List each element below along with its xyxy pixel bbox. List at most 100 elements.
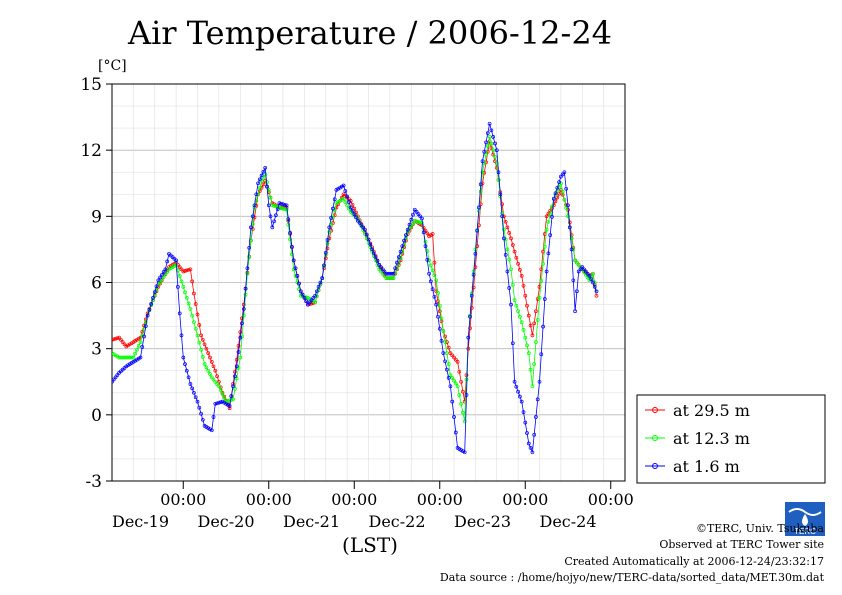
series-point (573, 258, 577, 263)
series-point (211, 415, 216, 419)
legend-label: at 1.6 m (673, 457, 740, 476)
series-point (414, 219, 419, 224)
series-point (573, 309, 577, 314)
series-point (494, 161, 499, 166)
series-point (582, 267, 586, 272)
series-point (493, 154, 497, 159)
series-point (206, 351, 211, 355)
series-point (222, 395, 227, 400)
legend-box (636, 394, 826, 484)
series-point (120, 355, 125, 360)
series-point (143, 320, 148, 325)
series-point (345, 194, 349, 199)
series-point (450, 399, 455, 404)
series-point (396, 261, 401, 266)
series-point (587, 274, 592, 278)
series-point (200, 417, 205, 422)
series-point (302, 296, 307, 300)
series-point (331, 206, 335, 211)
series-point (163, 267, 168, 272)
series-point (177, 274, 182, 278)
series-point (503, 253, 508, 257)
legend-label: at 29.5 m (673, 401, 750, 420)
legend-swatch-marker (652, 463, 658, 469)
series-point (179, 333, 184, 338)
series-point (197, 323, 202, 327)
series-point (546, 251, 551, 256)
series-point (526, 441, 531, 446)
series-point (557, 180, 561, 184)
series-point (539, 278, 544, 283)
series-point (261, 169, 266, 174)
series-point (452, 355, 456, 360)
series-point (575, 260, 579, 265)
series-point (252, 203, 257, 208)
series-point (564, 206, 569, 210)
series-point (290, 244, 294, 249)
series-point (548, 233, 553, 237)
series-point (350, 208, 355, 213)
series-point (284, 203, 289, 208)
series-point (119, 355, 123, 360)
series-point (126, 355, 130, 360)
series-point (591, 271, 595, 276)
series-point (265, 184, 269, 189)
y-tick-label: 0 (91, 406, 102, 426)
series-point (452, 415, 456, 419)
series-point (348, 205, 353, 210)
y-tick-label: 6 (91, 274, 102, 294)
y-tick-label: 9 (91, 207, 102, 227)
series-point (409, 217, 414, 222)
series-point (143, 324, 148, 328)
series-point (505, 225, 510, 230)
series-point (384, 271, 389, 276)
series-point (466, 335, 471, 340)
series-point (135, 347, 139, 352)
series-point (341, 196, 346, 201)
series-point (233, 374, 237, 379)
series-point (416, 219, 421, 224)
series-point (161, 275, 166, 279)
series-point (393, 266, 398, 271)
series-point (566, 203, 570, 208)
series-point (516, 389, 520, 394)
series-point (505, 247, 510, 252)
series-point (181, 269, 186, 274)
series-point (127, 355, 132, 360)
series-point (261, 175, 266, 180)
series-point (550, 204, 554, 209)
series-point (256, 181, 260, 186)
series-point (428, 263, 433, 268)
series-point (516, 309, 520, 314)
series-point (186, 267, 191, 272)
series-point (537, 379, 542, 384)
series-point (183, 269, 187, 273)
series-point (388, 271, 392, 276)
series-point (485, 143, 490, 148)
series-point (421, 230, 426, 235)
series-point (439, 316, 444, 321)
series-point (288, 231, 292, 235)
series-point (117, 355, 121, 360)
series-point (423, 244, 428, 248)
legend-swatch-marker (652, 407, 658, 413)
series-point (534, 309, 538, 314)
series-point (437, 303, 442, 308)
series-point (243, 286, 248, 291)
series-point (254, 199, 259, 203)
series-point (199, 411, 203, 416)
series-point (525, 303, 529, 308)
series-point (548, 212, 553, 216)
series-point (112, 337, 114, 342)
series-point (206, 368, 211, 373)
series-point (521, 328, 526, 332)
series-point (541, 261, 545, 266)
series-point (542, 297, 547, 301)
series-point (268, 195, 273, 200)
series-point (521, 410, 526, 414)
x-day-label: Dec-23 (454, 512, 511, 531)
series-point (184, 296, 189, 300)
series-point (505, 269, 510, 274)
series-point (133, 351, 138, 356)
series-point (541, 324, 545, 329)
